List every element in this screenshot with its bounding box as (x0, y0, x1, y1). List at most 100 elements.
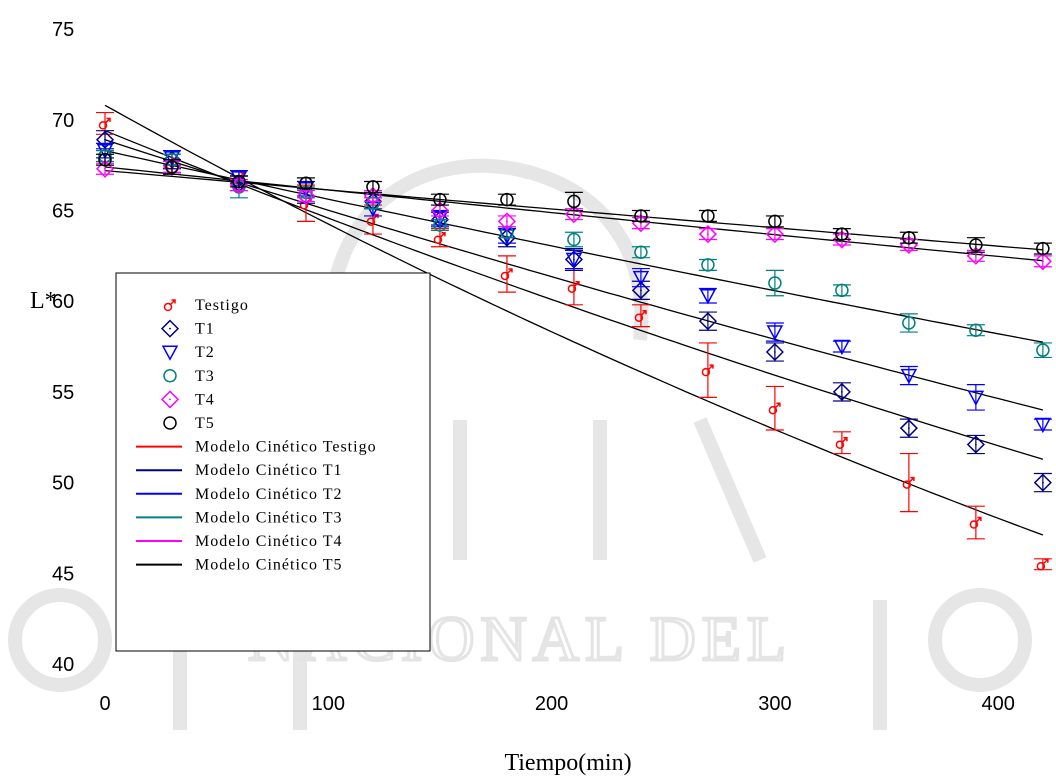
data-point-T5 (165, 160, 179, 174)
data-point-T5 (835, 227, 849, 241)
data-point-T4 (363, 186, 383, 206)
legend-marker (161, 345, 179, 361)
legend-label: T5 (195, 415, 215, 432)
data-point-T2 (230, 171, 248, 187)
error-bar (497, 255, 516, 293)
data-point-T3 (768, 276, 782, 290)
data-point-T5 (500, 192, 514, 207)
data-point-T1 (698, 312, 717, 331)
data-point-T4 (430, 201, 450, 220)
legend: Testigo T1 T2 T3 T4 T5 Modelo Cinético Testigo… (115, 272, 431, 652)
error-bar (966, 505, 985, 540)
data-point-T3 (567, 232, 581, 247)
legend-label: Modelo Cinético T2 (195, 486, 342, 503)
data-point-T5 (902, 230, 916, 245)
error-bar (631, 304, 650, 328)
data-point-T3 (902, 316, 916, 330)
data-point-Testigo (500, 268, 513, 281)
legend-marker (163, 416, 177, 430)
error-bar (966, 384, 985, 411)
x-tick-labels: 0 100 200 300 400 (99, 693, 1014, 715)
data-point-T5 (1036, 241, 1050, 256)
data-point-T5 (701, 209, 715, 223)
data-point-Testigo (366, 213, 379, 226)
data-point-Testigo (835, 436, 848, 449)
data-point-T4 (1033, 252, 1052, 271)
data-point-T2 (163, 151, 181, 167)
legend-label: T4 (195, 391, 215, 408)
y-tick-label: 60 (52, 291, 74, 313)
data-point-T4 (899, 235, 918, 255)
data-point-T2 (967, 390, 985, 406)
legend-label: T3 (195, 368, 215, 385)
x-tick-label: 200 (535, 693, 568, 715)
data-point-Testigo (768, 402, 781, 415)
data-point-T1 (765, 342, 784, 362)
legend-label: Modelo Cinético T5 (195, 557, 342, 574)
data-point-T2 (565, 252, 583, 269)
error-bar (765, 269, 784, 297)
data-point-T5 (768, 214, 782, 229)
x-tick-label: 400 (982, 693, 1015, 715)
x-tick-label: 0 (99, 693, 110, 715)
data-points (95, 111, 1052, 571)
data-point-T1 (966, 435, 985, 454)
legend-label: Modelo Cinético T1 (195, 462, 342, 479)
error-bar (698, 342, 717, 398)
data-point-T5 (299, 176, 313, 191)
data-point-Testigo (433, 231, 446, 244)
y-tick-labels: 40 45 50 55 60 65 70 75 (52, 19, 74, 676)
data-point-T2 (1034, 417, 1052, 434)
error-bar (832, 431, 851, 455)
legend-marker (163, 299, 176, 312)
y-axis-label: L* (30, 288, 57, 314)
data-point-T5 (98, 152, 112, 167)
data-point-T3 (701, 258, 715, 272)
data-point-T5 (433, 192, 447, 207)
data-point-T5 (969, 238, 983, 252)
y-tick-label: 70 (52, 110, 74, 132)
data-point-T2 (699, 289, 717, 305)
legend-box (115, 272, 431, 652)
data-point-Testigo (567, 280, 580, 293)
data-point-T5 (567, 194, 581, 209)
data-point-T2 (766, 325, 784, 341)
data-point-T1 (832, 382, 851, 401)
data-point-T4 (698, 225, 717, 244)
y-tick-label: 40 (52, 654, 74, 676)
error-bar (564, 231, 583, 248)
data-point-T3 (969, 323, 983, 337)
data-point-T4 (631, 214, 650, 233)
data-point-T3 (835, 283, 849, 298)
data-point-T2 (632, 270, 650, 287)
data-point-T4 (966, 246, 985, 265)
x-tick-label: 100 (312, 693, 345, 715)
model-line-1 (104, 130, 1044, 460)
data-point-T3 (1036, 343, 1050, 357)
error-bar (765, 385, 784, 431)
data-point-Testigo (1036, 558, 1049, 571)
data-point-T1 (1033, 473, 1052, 492)
data-point-T3 (634, 245, 648, 259)
data-point-T4 (564, 205, 583, 224)
data-point-T2 (900, 368, 918, 385)
data-point-Testigo (98, 117, 111, 130)
data-point-T2 (833, 339, 851, 356)
legend-marker (160, 390, 180, 409)
data-point-Testigo (701, 364, 714, 377)
error-bar (162, 159, 181, 175)
error-bar (966, 237, 985, 253)
data-point-T4 (296, 186, 316, 206)
data-point-T4 (95, 159, 115, 178)
data-point-T1 (899, 419, 918, 438)
y-tick-label: 50 (52, 473, 74, 495)
legend-marker (160, 319, 180, 338)
legend-label: Modelo Cinético Testigo (195, 439, 377, 456)
error-bar (899, 452, 918, 513)
legend-label: Testigo (195, 297, 249, 314)
data-point-T5 (366, 180, 380, 194)
y-tick-label: 65 (52, 201, 74, 223)
y-tick-label: 45 (52, 563, 74, 585)
error-bar (1033, 342, 1052, 359)
